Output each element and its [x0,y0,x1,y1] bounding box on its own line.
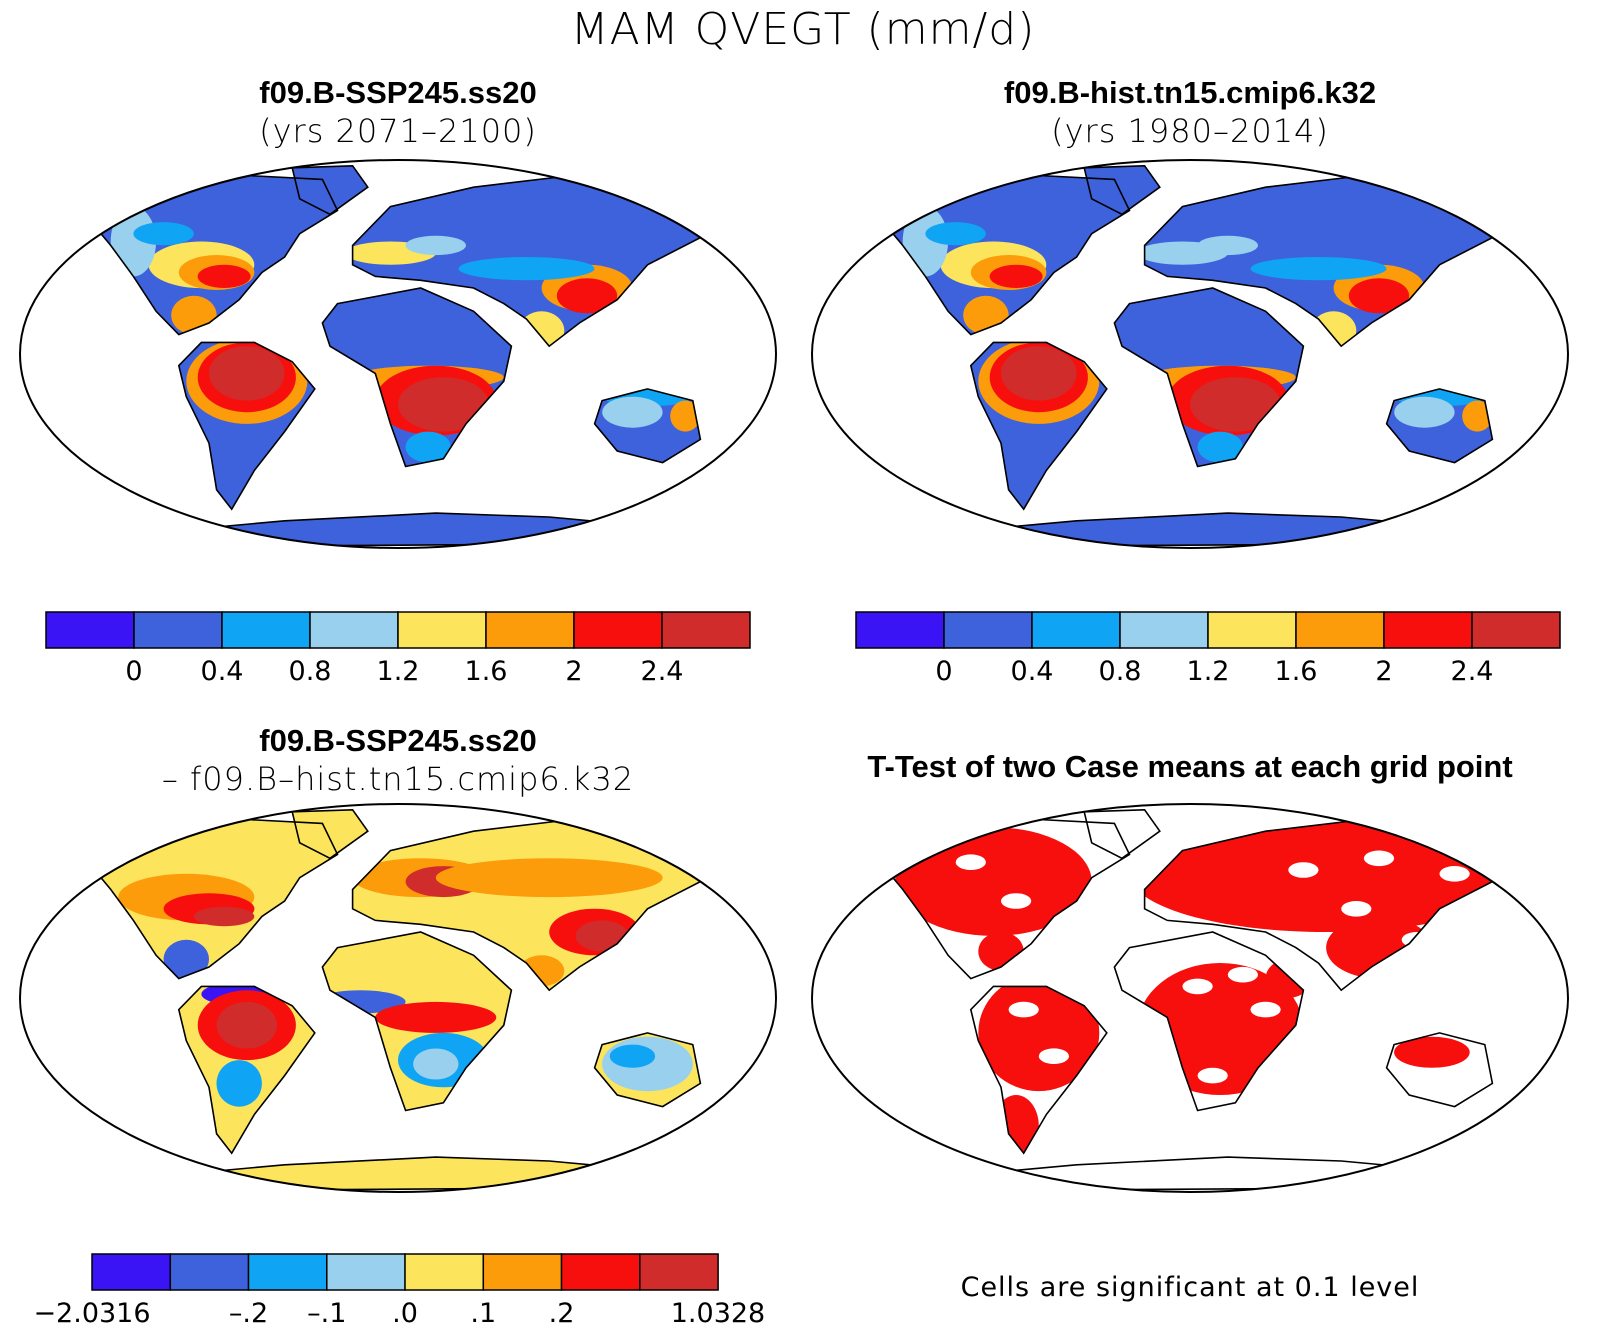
colorbar-historical-swatch [1295,611,1385,649]
colorbar-historical-tick-label: 0.8 [1099,656,1142,687]
map-panel-difference [19,803,777,1193]
colorbar-future-swatch [309,611,399,649]
colorbar-difference-swatch [560,1253,641,1291]
panel-title-difference-line1: f09.B-SSP245.ss20 [259,723,537,758]
panel-title-future: f09.B-SSP245.ss20 (yrs 2071–2100) [48,74,748,150]
colorbar-future-tick-label: 2.4 [641,656,684,687]
colorbar-future-swatch [485,611,575,649]
panel-title-historical-line1: f09.B-hist.tn15.cmip6.k32 [1003,75,1377,110]
colorbar-historical-swatch [1471,611,1561,649]
panel-title-future-line1: f09.B-SSP245.ss20 [259,75,537,110]
colorbar-difference-swatch [247,1253,328,1291]
colorbar-difference-swatch [326,1253,406,1291]
panel-title-historical: f09.B-hist.tn15.cmip6.k32 (yrs 1980–2014… [840,74,1540,150]
colorbar-difference-tick-label: 1.0328 [671,1298,765,1323]
colorbar-future-tick-label: 1.2 [377,656,420,687]
colorbar-difference-swatch [169,1253,250,1291]
colorbar-historical: 0 0.4 0.8 1.2 1.6 2 2.4 [855,611,1561,687]
colorbar-historical-swatch [1119,611,1209,649]
colorbar-difference-tick-label: .0 [392,1298,418,1323]
panel-title-historical-line2: (yrs 1980–2014) [1051,112,1329,150]
colorbar-future-tick-label: 0.8 [289,656,332,687]
colorbar-historical-tick-label: 1.6 [1275,656,1318,687]
map-panel-historical [811,159,1569,549]
colorbar-future-tick-label: 2 [565,656,582,687]
figure-title: MAM QVEGT (mm/d) [570,4,1036,55]
colorbar-difference-swatch [91,1253,172,1291]
colorbar-historical-tick-label: 0 [935,656,952,687]
map-panel-future [19,159,777,549]
colorbar-difference-tick-label: −2.0316 [33,1298,150,1323]
colorbar-future-swatch [45,611,135,649]
panel-title-ttest-line1: T-Test of two Case means at each grid po… [867,749,1513,784]
panel-title-difference-line2: – f09.B–hist.tn15.cmip6.k32 [161,760,635,798]
map-panel-ttest [811,803,1569,1193]
significance-note: Cells are significant at 0.1 level [960,1272,1420,1303]
colorbar-difference: −2.0316 –.2 –.1 .0 .1 .2 1.0328 [33,1253,765,1323]
colorbar-future-tick-label: 0 [125,656,142,687]
colorbar-difference-tick-label: .1 [470,1298,496,1323]
colorbar-difference-tick-label: .2 [549,1298,575,1323]
colorbar-historical-tick-label: 2 [1375,656,1392,687]
colorbar-historical-tick-label: 2.4 [1451,656,1494,687]
panel-title-difference: f09.B-SSP245.ss20 – f09.B–hist.tn15.cmip… [48,722,748,798]
colorbar-historical-swatch [1207,611,1297,649]
colorbar-future-swatch [573,611,663,649]
colorbar-future: 0 0.4 0.8 1.2 1.6 2 2.4 [45,611,751,687]
colorbar-historical-tick-label: 1.2 [1187,656,1230,687]
colorbar-historical-tick-label: 0.4 [1011,656,1054,687]
colorbar-historical-swatch [1383,611,1473,649]
colorbar-historical-swatch [1031,611,1121,649]
colorbar-difference-swatch [639,1253,719,1291]
colorbar-difference-tick-label: –.2 [229,1298,268,1323]
colorbar-historical-swatch [943,611,1033,649]
colorbar-difference-swatch [482,1253,563,1291]
colorbar-historical-swatch [855,611,945,649]
colorbar-future-swatch [133,611,223,649]
colorbar-future-swatch [661,611,751,649]
colorbar-future-swatch [397,611,487,649]
colorbar-difference-swatch [404,1253,485,1291]
panel-title-ttest: T-Test of two Case means at each grid po… [840,748,1540,786]
panel-title-future-line2: (yrs 2071–2100) [259,112,537,150]
colorbar-difference-tick-label: –.1 [307,1298,346,1323]
colorbar-future-tick-label: 0.4 [201,656,244,687]
colorbar-future-swatch [221,611,311,649]
colorbar-future-tick-label: 1.6 [465,656,508,687]
